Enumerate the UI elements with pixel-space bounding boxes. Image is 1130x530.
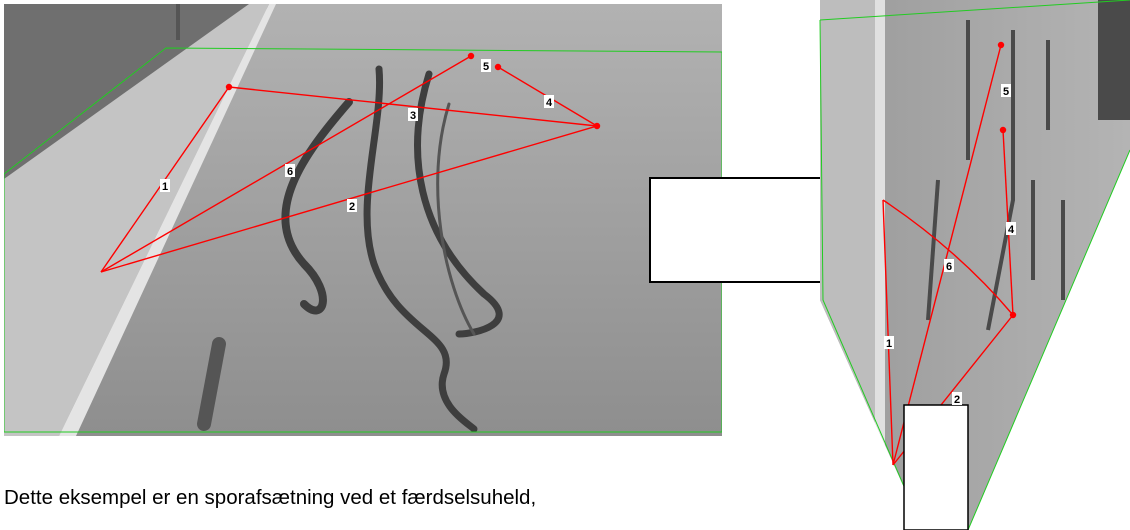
label-3: 3 [408,108,418,122]
road-photo-rectified: 1 2 4 5 6 [819,0,1130,530]
label-6-text: 6 [287,166,293,178]
label-4: 4 [544,95,554,109]
label-4-text: 4 [546,97,553,109]
road-photo-perspective: 1 2 3 4 5 6 [4,4,722,436]
rect-label-1: 1 [884,336,894,350]
caption: Dette eksempel er en sporafsætning ved e… [4,486,644,510]
label-5-text: 5 [483,61,489,73]
label-2: 2 [347,199,357,213]
rect-label-2-text: 2 [954,394,960,406]
rectified-tire-marks [926,20,1065,331]
label-1: 1 [160,179,170,193]
label-5: 5 [481,59,491,73]
rect-label-5: 5 [1001,84,1011,98]
rectified-curb [875,0,885,530]
rect-label-4-text: 4 [1008,224,1015,236]
curb [59,4,276,436]
rect-label-6-text: 6 [946,261,952,273]
rectified-frame-left [819,19,924,530]
reference-frame [4,47,722,433]
rectified-sidewalk [820,0,875,530]
tire-marks [197,65,503,433]
label-6: 6 [285,164,295,178]
rect-label-5-text: 5 [1003,86,1009,98]
pole [176,4,180,40]
caption-line-1: Dette eksempel er en sporafsætning ved e… [4,486,537,509]
rectified-frame-top [819,0,1130,21]
rect-label-1-text: 1 [886,338,892,350]
rectified-grass [1098,0,1130,120]
rectified-frame-right [967,149,1130,530]
rect-label-6: 6 [944,259,954,273]
rect-label-2: 2 [952,392,962,406]
occluding-box [903,404,969,530]
label-2-text: 2 [349,201,355,213]
label-1-text: 1 [162,181,168,193]
label-3-text: 3 [410,110,416,122]
rect-label-4: 4 [1006,222,1016,236]
